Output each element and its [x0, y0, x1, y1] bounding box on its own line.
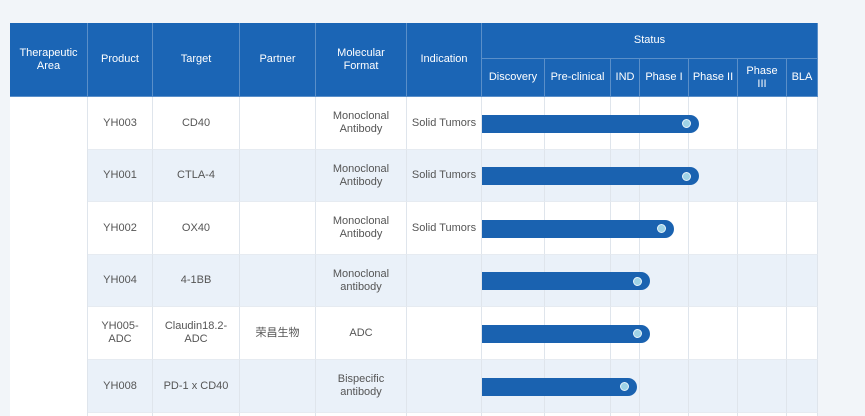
stage-header: Phase III [738, 59, 787, 97]
cell [787, 413, 818, 416]
cell [240, 97, 316, 150]
cell: Monoclonal Antibody [316, 150, 407, 202]
stage-header: BLA [787, 59, 818, 97]
cell: YH001 [88, 150, 153, 202]
progress-dot [681, 171, 691, 181]
progress-dot [632, 276, 642, 286]
cell: YH004 [88, 255, 153, 307]
cell [240, 150, 316, 202]
cell [316, 413, 407, 416]
column-header: Therapeutic Area [10, 23, 88, 97]
cell: 荣昌生物 [240, 307, 316, 360]
cell: Claudin18.2-ADC [153, 307, 240, 360]
column-header: Molecular Format [316, 23, 407, 97]
progress-bar [482, 219, 675, 238]
stage-cell [738, 307, 787, 360]
cell: OX40 [153, 202, 240, 255]
stage-cell [738, 202, 787, 255]
stage-cell [689, 307, 738, 360]
column-header: Target [153, 23, 240, 97]
cell [407, 413, 482, 416]
stage-cell [787, 360, 818, 413]
cell [689, 413, 738, 416]
cell: Solid Tumors [407, 202, 482, 255]
cell [240, 360, 316, 413]
stage-cell [738, 255, 787, 307]
cell [153, 413, 240, 416]
stage-cell [738, 97, 787, 150]
cell [240, 202, 316, 255]
progress-bar [482, 114, 699, 133]
cell: Monoclonal antibody [316, 255, 407, 307]
stage-cell [787, 255, 818, 307]
cell: CD40 [153, 97, 240, 150]
cell: Solid Tumors [407, 150, 482, 202]
stage-header: Pre-clinical [545, 59, 611, 97]
cell: YH005-ADC [88, 307, 153, 360]
cell [407, 307, 482, 360]
stage-cell [787, 202, 818, 255]
cell: Monoclonal Antibody [316, 97, 407, 150]
progress-bar [482, 377, 638, 396]
cell: PD-1 x CD40 [153, 360, 240, 413]
progress-bar [482, 324, 650, 343]
column-header: Product [88, 23, 153, 97]
cell [611, 413, 640, 416]
progress-dot [620, 382, 630, 391]
status-header: Status [482, 23, 818, 59]
cell: YH003 [88, 97, 153, 150]
cell: ADC [316, 307, 407, 360]
stage-cell [689, 360, 738, 413]
stage-cell [689, 255, 738, 307]
column-header: Indication [407, 23, 482, 97]
cell [240, 413, 316, 416]
cell [738, 413, 787, 416]
cell [407, 255, 482, 307]
cell: YH002 [88, 202, 153, 255]
stage-cell [738, 360, 787, 413]
stage-header: Discovery [482, 59, 545, 97]
progress-bar [482, 272, 650, 290]
therapeutic-area-cell [10, 97, 88, 416]
progress-dot [657, 224, 667, 233]
stage-cell [640, 360, 689, 413]
cell [240, 255, 316, 307]
cell: YH008 [88, 360, 153, 413]
stage-cell [738, 150, 787, 202]
stage-header: Phase I [640, 59, 689, 97]
stage-cell [787, 97, 818, 150]
progress-dot [681, 119, 691, 128]
stage-header: Phase II [689, 59, 738, 97]
progress-bar [482, 167, 699, 185]
stage-header: IND [611, 59, 640, 97]
stage-cell [787, 307, 818, 360]
column-header: Partner [240, 23, 316, 97]
cell [545, 413, 611, 416]
cell [407, 360, 482, 413]
progress-dot [632, 329, 642, 338]
cell: Solid Tumors [407, 97, 482, 150]
cell [88, 413, 153, 416]
stage-cell [787, 150, 818, 202]
cell: 4-1BB [153, 255, 240, 307]
stage-cell [689, 202, 738, 255]
cell: Monoclonal Antibody [316, 202, 407, 255]
cell: Bispecific antibody [316, 360, 407, 413]
cell [640, 413, 689, 416]
cell [482, 413, 545, 416]
cell: CTLA-4 [153, 150, 240, 202]
